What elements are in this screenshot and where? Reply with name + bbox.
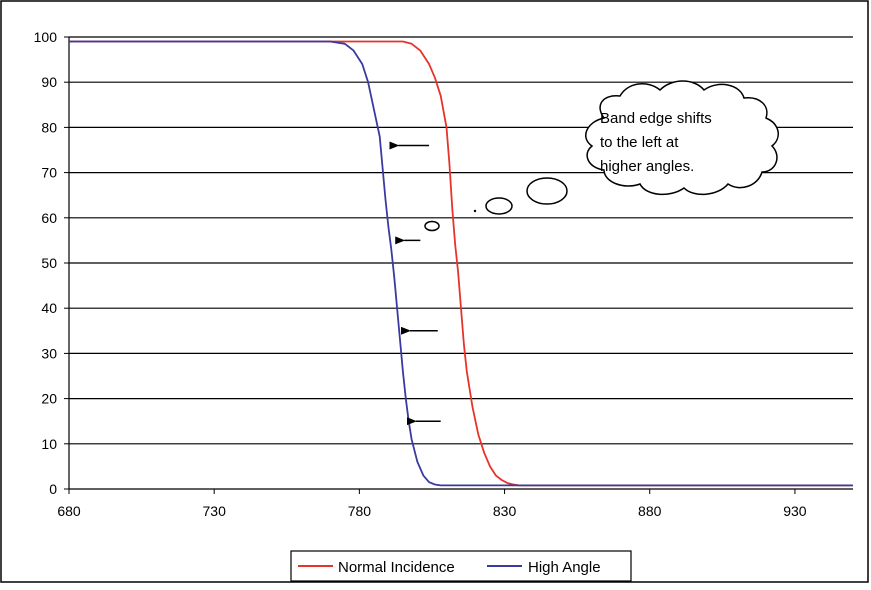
thought-bubble-small bbox=[424, 220, 440, 232]
legend: Normal Incidence High Angle bbox=[290, 550, 632, 582]
y-tick-label-30: 30 bbox=[41, 345, 57, 361]
grid-lines bbox=[69, 36, 853, 445]
thought-bubble-dot bbox=[473, 209, 477, 213]
y-tick-label-40: 40 bbox=[41, 300, 57, 316]
series-lines bbox=[69, 40, 853, 487]
tick-labels: 0 10 20 30 40 50 60 70 80 90 100 680 730 780 830 880 930 bbox=[34, 29, 807, 519]
y-tick-label-80: 80 bbox=[41, 119, 57, 135]
thought-bubbles bbox=[424, 177, 568, 232]
y-tick-label-10: 10 bbox=[41, 436, 57, 452]
legend-box bbox=[290, 550, 632, 582]
axes bbox=[64, 36, 853, 494]
callout-line-1: Band edge shifts bbox=[600, 110, 712, 127]
callout-line-3: higher angles. bbox=[600, 158, 694, 175]
x-tick-label-880: 880 bbox=[638, 503, 662, 519]
y-tick-label-60: 60 bbox=[41, 210, 57, 226]
shift-arrows bbox=[389, 141, 441, 426]
x-tick-label-930: 930 bbox=[783, 503, 807, 519]
callout-line-2: to the left at bbox=[600, 134, 679, 151]
y-tick-label-90: 90 bbox=[41, 74, 57, 90]
series-line-normal-incidence bbox=[69, 40, 853, 487]
y-tick-label-0: 0 bbox=[49, 481, 57, 497]
series-line-high-angle bbox=[69, 40, 853, 487]
x-tick-label-830: 830 bbox=[493, 503, 517, 519]
legend-label-high-angle: High Angle bbox=[528, 559, 601, 576]
y-tick-label-100: 100 bbox=[34, 29, 58, 45]
callout-cloud: Band edge shifts to the left at higher a… bbox=[585, 80, 779, 196]
legend-label-normal-incidence: Normal Incidence bbox=[338, 559, 455, 576]
x-tick-label-730: 730 bbox=[203, 503, 227, 519]
cloud-shape bbox=[585, 80, 779, 196]
y-tick-label-70: 70 bbox=[41, 165, 57, 181]
thought-bubble-medium bbox=[485, 197, 513, 215]
x-tick-label-680: 680 bbox=[57, 503, 81, 519]
y-tick-label-50: 50 bbox=[41, 255, 57, 271]
x-tick-label-780: 780 bbox=[348, 503, 372, 519]
y-tick-label-20: 20 bbox=[41, 391, 57, 407]
thought-bubble-large bbox=[526, 177, 568, 205]
